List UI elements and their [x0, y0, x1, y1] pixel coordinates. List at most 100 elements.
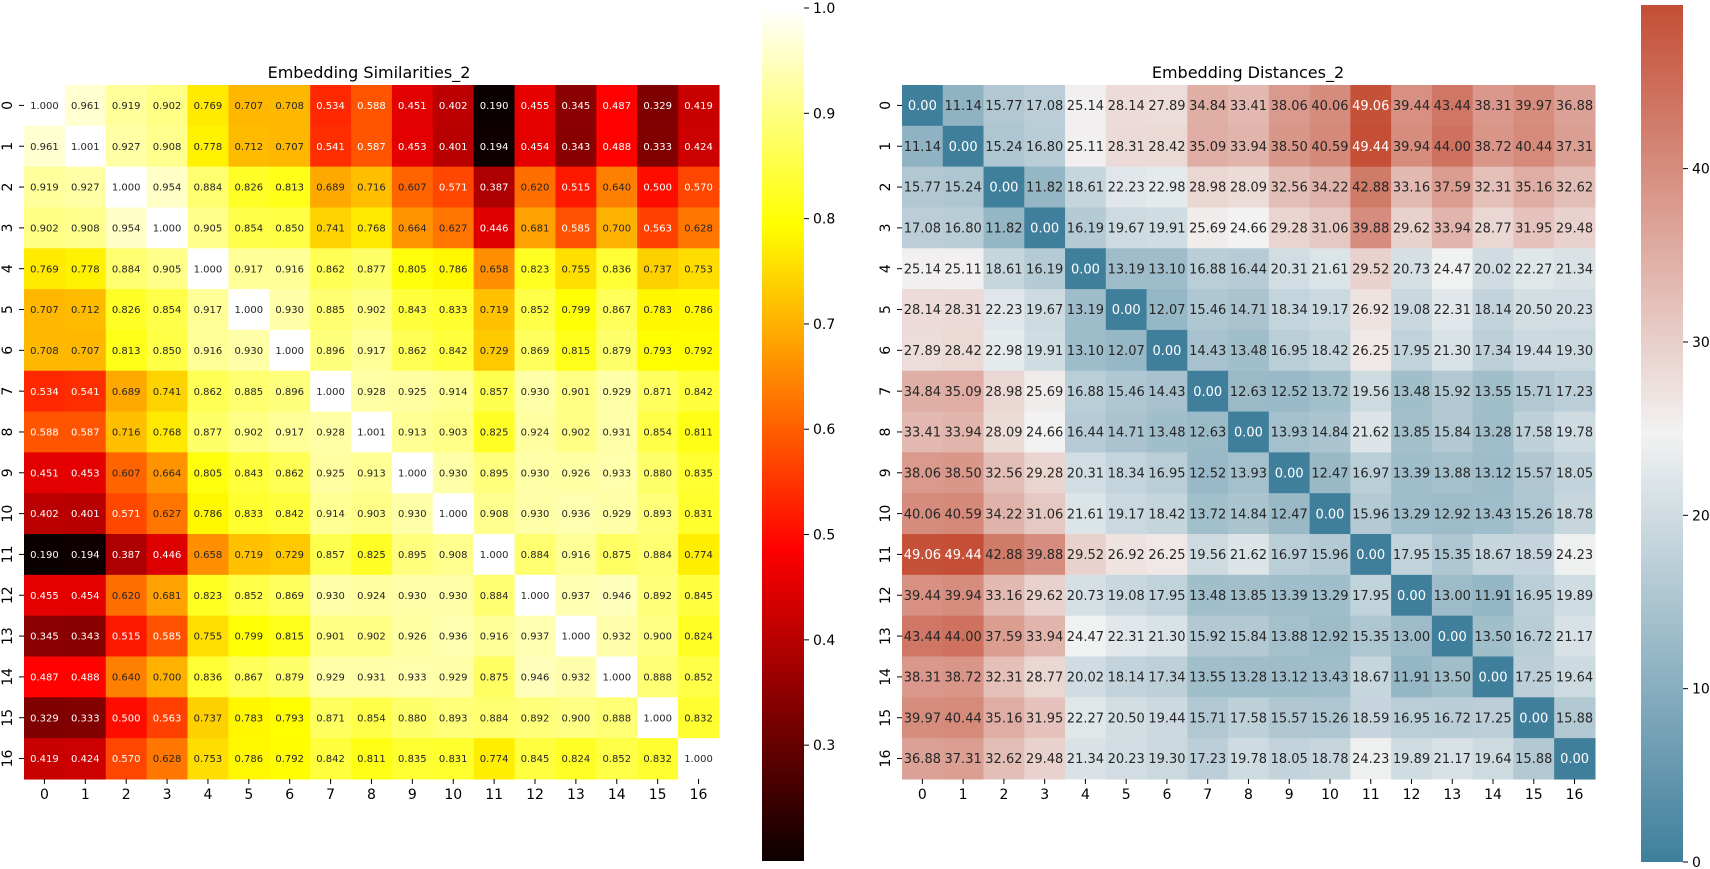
similarity-x-tick-label-10: 10 — [444, 787, 462, 803]
similarity-cell-r16-c12 — [514, 738, 557, 780]
distance-cell-label-r7-c8: 12.63 — [1230, 385, 1267, 400]
similarity-cell-label-r9-c3: 0.664 — [153, 468, 182, 479]
similarity-cell-label-r15-c11: 0.884 — [480, 713, 509, 724]
distance-cell-label-r0-c8: 33.41 — [1230, 99, 1267, 114]
distance-cell-label-r16-c3: 29.48 — [1026, 752, 1063, 767]
distance-cell-r9-c16 — [1554, 452, 1596, 494]
distance-cell-label-r12-c4: 20.73 — [1067, 589, 1104, 604]
similarity-cell-label-r12-c2: 0.620 — [112, 591, 141, 602]
distance-cell-label-r7-c14: 13.55 — [1474, 385, 1511, 400]
distance-cell-label-r11-c6: 26.25 — [1148, 548, 1185, 563]
similarity-cell-r14-c2 — [105, 656, 148, 698]
similarity-cell-label-r3-c14: 0.700 — [602, 223, 631, 234]
similarity-cell-label-r9-c2: 0.607 — [112, 468, 141, 479]
distance-cell-label-r9-c13: 13.88 — [1434, 466, 1471, 481]
similarity-cell-r5-c10 — [432, 289, 475, 331]
similarity-cell-label-r12-c5: 0.852 — [235, 591, 264, 602]
similarity-cell-label-r0-c3: 0.902 — [153, 101, 182, 112]
distance-cell-r2-c11 — [1350, 166, 1392, 209]
similarity-cell-label-r10-c8: 0.903 — [357, 509, 386, 520]
similarity-cell-label-r5-c13: 0.799 — [562, 305, 591, 316]
similarity-cell-r5-c15 — [637, 289, 679, 331]
distance-cell-r13-c12 — [1391, 615, 1433, 658]
distance-cell-r16-c14 — [1472, 738, 1514, 780]
distance-cell-r11-c9 — [1268, 534, 1311, 576]
distance-cell-r15-c5 — [1105, 697, 1148, 739]
similarity-cell-r0-c11 — [473, 85, 516, 127]
distance-x-tick-label-10: 10 — [1321, 787, 1339, 803]
distance-cell-r16-c10 — [1309, 738, 1351, 780]
similarity-cell-label-r8-c8: 1.001 — [357, 428, 386, 439]
distance-cell-r9-c7 — [1187, 452, 1229, 494]
distance-cell-r15-c1 — [942, 697, 985, 739]
similarity-cell-label-r1-c1: 1.001 — [71, 142, 100, 153]
similarity-cell-r1-c1 — [64, 125, 107, 168]
distance-cell-r4-c9 — [1268, 248, 1311, 290]
similarity-cell-label-r7-c15: 0.871 — [643, 387, 672, 398]
similarity-cell-label-r16-c1: 0.424 — [71, 754, 100, 765]
distance-cell-label-r10-c0: 40.06 — [904, 507, 941, 522]
distance-cell-r0-c11 — [1350, 85, 1392, 127]
distance-cell-label-r8-c0: 33.41 — [904, 426, 941, 441]
similarity-cell-label-r2-c8: 0.716 — [357, 183, 386, 194]
distance-cell-r11-c4 — [1065, 534, 1107, 576]
similarity-cell-r5-c2 — [105, 289, 148, 331]
distance-cell-r0-c2 — [983, 85, 1025, 127]
similarity-cell-label-r14-c3: 0.700 — [153, 672, 182, 683]
similarity-cell-r2-c1 — [64, 166, 107, 209]
similarity-cell-r3-c14 — [596, 207, 638, 249]
distance-cell-label-r2-c5: 22.23 — [1108, 181, 1145, 196]
similarity-cell-r10-c11 — [473, 493, 516, 535]
similarity-x-tick-label-14: 14 — [608, 787, 626, 803]
distance-cell-label-r0-c5: 28.14 — [1108, 99, 1145, 114]
similarity-cell-r9-c0 — [24, 452, 66, 494]
similarity-cell-label-r10-c14: 0.929 — [602, 509, 631, 520]
distance-cell-label-r1-c12: 39.94 — [1393, 140, 1430, 155]
similarity-cell-r0-c9 — [391, 85, 434, 127]
similarity-cell-r3-c10 — [432, 207, 475, 249]
similarity-cell-label-r3-c7: 0.741 — [316, 223, 345, 234]
similarity-colorbar-tick-label-4: 0.7 — [813, 317, 835, 333]
similarity-cell-label-r5-c11: 0.719 — [480, 305, 509, 316]
distance-cell-r3-c13 — [1431, 207, 1474, 249]
similarity-cell-label-r15-c4: 0.737 — [194, 713, 223, 724]
similarity-cell-label-r2-c4: 0.884 — [194, 183, 223, 194]
distance-cell-r15-c16 — [1554, 697, 1596, 739]
distance-y-tick-label-4: 4 — [878, 264, 894, 273]
similarity-cell-label-r1-c16: 0.424 — [684, 142, 713, 153]
similarity-cell-r10-c0 — [24, 493, 66, 535]
similarity-cell-r14-c9 — [391, 656, 434, 698]
distance-cell-r0-c0 — [902, 85, 944, 127]
similarity-cell-label-r3-c3: 1.000 — [153, 223, 182, 234]
similarity-x-tick-label-12: 12 — [526, 787, 544, 803]
similarity-cell-label-r5-c5: 1.000 — [235, 305, 264, 316]
distance-cell-r12-c5 — [1105, 574, 1148, 617]
similarity-cell-label-r6-c2: 0.813 — [112, 346, 141, 357]
distance-cell-r12-c14 — [1472, 574, 1514, 617]
distance-cell-label-r8-c16: 19.78 — [1556, 426, 1593, 441]
similarity-cell-label-r11-c13: 0.916 — [562, 550, 591, 561]
distance-cell-label-r1-c5: 28.31 — [1108, 140, 1145, 155]
similarity-cell-label-r14-c15: 0.888 — [643, 672, 672, 683]
similarity-cell-label-r16-c13: 0.824 — [562, 754, 591, 765]
similarity-cell-label-r1-c5: 0.712 — [235, 142, 264, 153]
similarity-cell-label-r1-c11: 0.194 — [480, 142, 509, 153]
distance-y-tick-label-9: 9 — [878, 468, 894, 477]
distance-cell-label-r2-c3: 11.82 — [1026, 181, 1063, 196]
similarity-cell-label-r16-c14: 0.852 — [602, 754, 631, 765]
distance-cell-r13-c8 — [1228, 615, 1270, 658]
distance-x-tick-label-2: 2 — [999, 787, 1008, 803]
similarity-cell-label-r3-c2: 0.954 — [112, 223, 141, 234]
similarity-cell-r8-c2 — [105, 411, 148, 453]
similarity-cell-r10-c8 — [351, 493, 393, 535]
similarity-cell-r16-c0 — [24, 738, 66, 780]
similarity-cell-label-r9-c11: 0.895 — [480, 468, 509, 479]
similarity-cell-r8-c14 — [596, 411, 638, 453]
distance-cell-label-r5-c6: 12.07 — [1148, 303, 1185, 318]
similarity-cell-label-r16-c2: 0.570 — [112, 754, 141, 765]
similarity-x-tick-label-11: 11 — [485, 787, 503, 803]
similarity-cell-r16-c11 — [473, 738, 516, 780]
distance-x-tick-label-13: 13 — [1443, 787, 1461, 803]
similarity-cell-r13-c9 — [391, 615, 434, 658]
similarity-cell-r15-c0 — [24, 697, 66, 739]
